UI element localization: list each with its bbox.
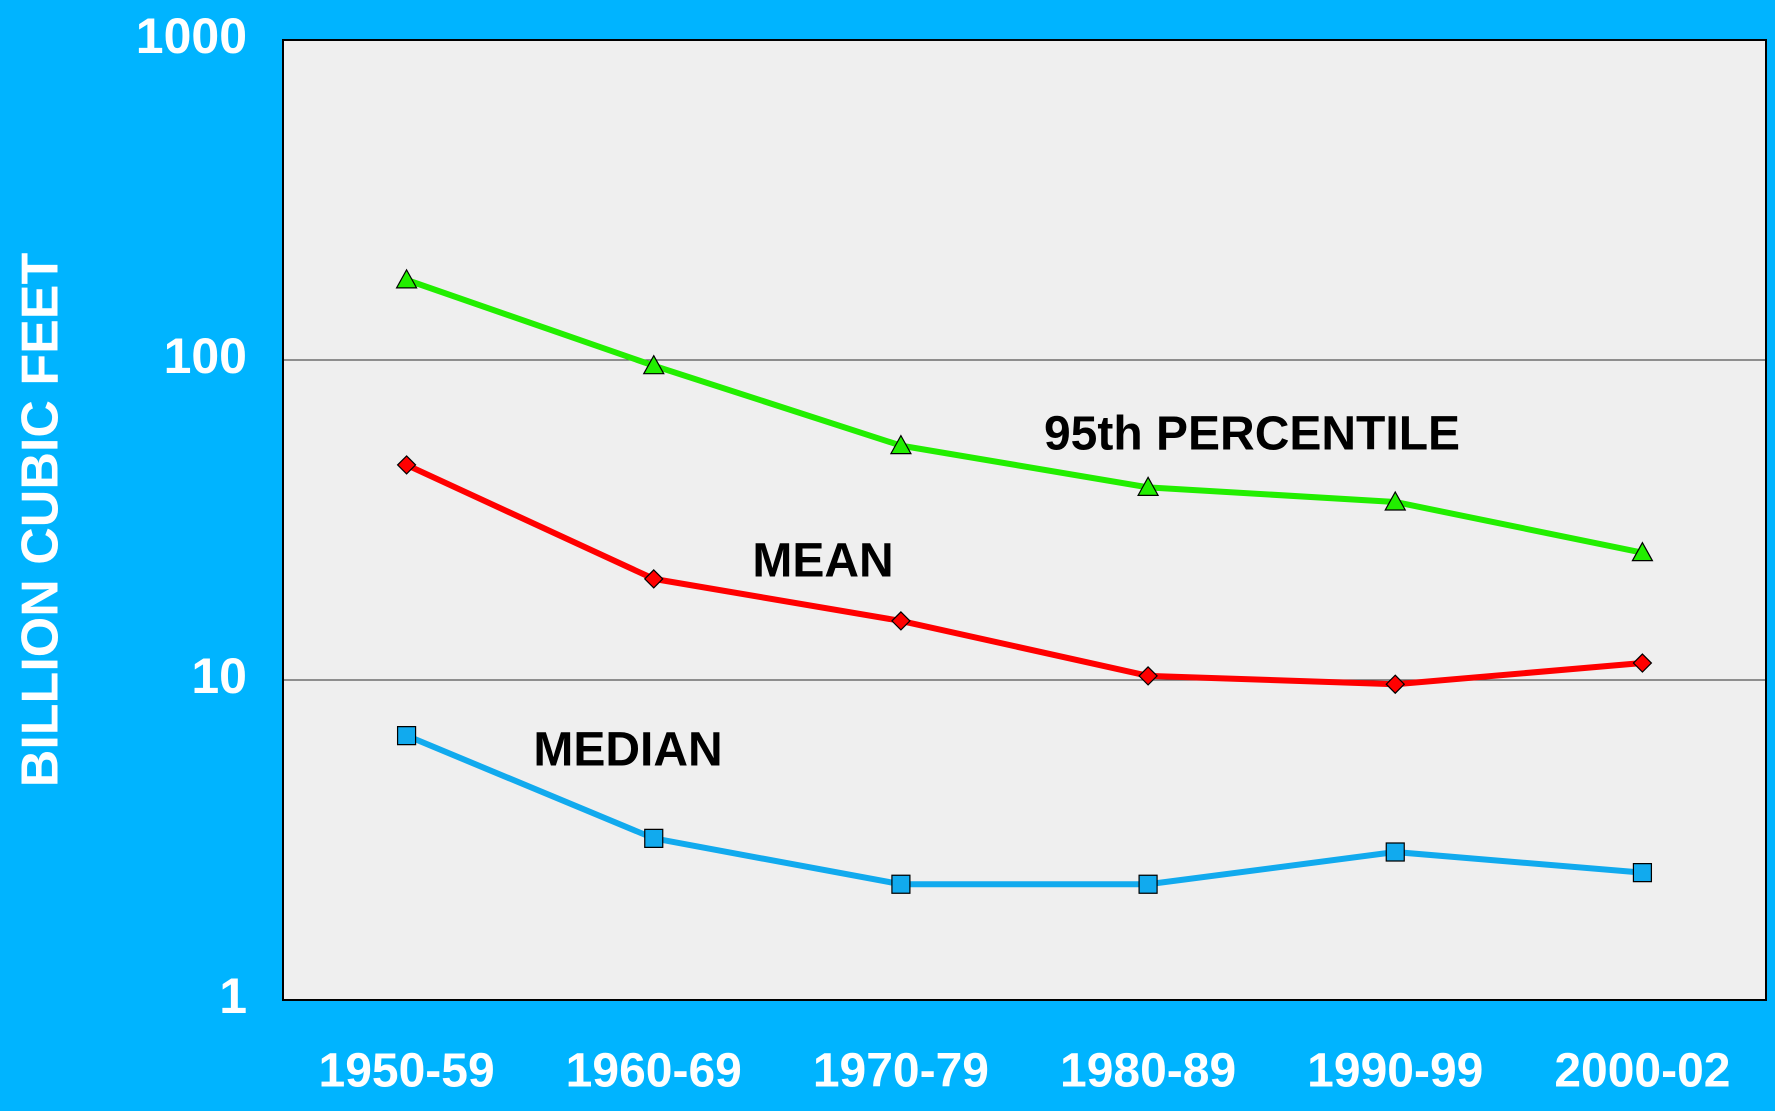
marker	[1137, 476, 1160, 496]
marker	[396, 455, 417, 475]
marker	[642, 354, 665, 375]
plot-border	[282, 39, 1767, 1001]
marker	[889, 434, 912, 455]
series-label: MEDIAN	[533, 724, 722, 777]
plot-area	[283, 40, 1766, 1000]
x-tick-label: 1950-59	[319, 1045, 495, 1098]
x-tick-label: 1970-79	[813, 1045, 989, 1098]
x-tick-label: 1990-99	[1307, 1045, 1483, 1098]
marker	[395, 268, 418, 289]
y-tick-label: 10	[191, 648, 247, 704]
marker	[1385, 842, 1405, 862]
marker	[891, 874, 911, 894]
marker	[1138, 874, 1158, 894]
marker	[1384, 490, 1407, 511]
marker	[1631, 541, 1654, 562]
y-tick-label: 1	[219, 968, 247, 1024]
x-tick-label: 2000-02	[1554, 1045, 1730, 1098]
x-tick-label: 1980-89	[1060, 1045, 1236, 1098]
y-axis-label: BILLION CUBIC FEET	[12, 253, 70, 788]
marker	[891, 611, 911, 631]
marker	[1385, 674, 1406, 695]
series-line	[405, 277, 1644, 556]
series-line	[405, 732, 1643, 888]
y-tick-label: 1000	[136, 8, 247, 64]
series-label: 95th PERCENTILE	[1044, 408, 1460, 461]
marker	[644, 828, 664, 848]
marker	[1632, 653, 1653, 673]
series-label: MEAN	[752, 535, 893, 588]
marker	[396, 726, 417, 746]
series-line	[405, 462, 1643, 688]
y-tick-label: 100	[164, 328, 247, 384]
marker	[643, 569, 664, 589]
marker	[1632, 863, 1653, 883]
marker	[1138, 666, 1158, 686]
x-tick-label: 1960-69	[566, 1045, 742, 1098]
